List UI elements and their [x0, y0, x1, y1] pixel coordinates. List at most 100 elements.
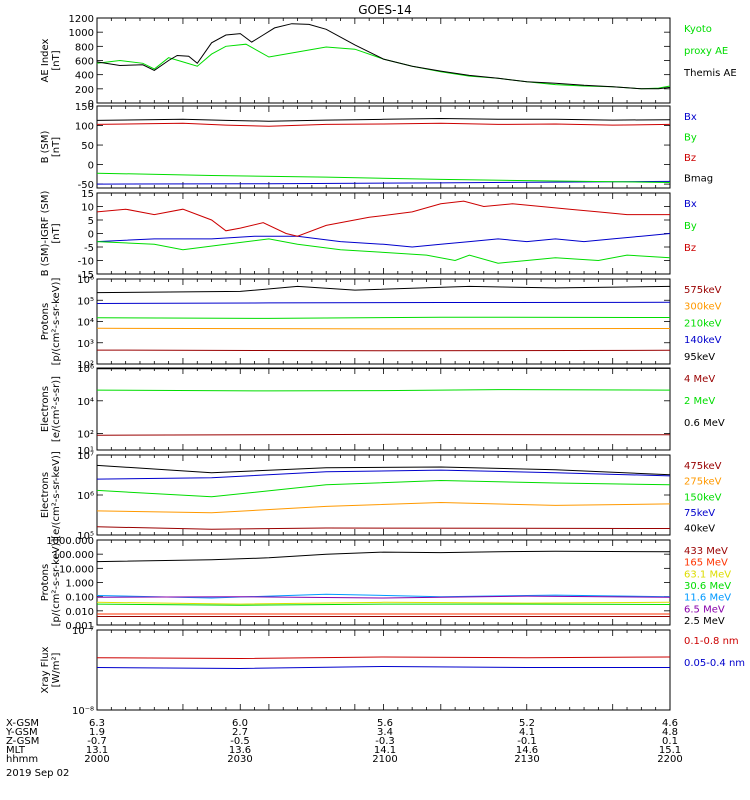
y-tick-label: 150: [75, 102, 94, 113]
legend-entry: Bz: [684, 153, 696, 164]
y-tick-label: 10²: [77, 430, 94, 441]
legend-entry: 475keV: [684, 461, 722, 472]
y-tick-label: 0: [88, 99, 94, 110]
legend: 575keV 300keV 210keV 140keV 95keV: [684, 285, 722, 363]
y-tick-label: 15: [81, 189, 94, 200]
legend-entry: 30.6 MeV: [684, 581, 731, 592]
legend-entry: Bmag: [684, 174, 713, 185]
series-line: [96, 238, 671, 264]
y-tick-label: 10⁵: [77, 531, 94, 542]
legend: 0.1-0.8 nm 0.05-0.4 nm: [684, 636, 745, 669]
legend-entry: 75keV: [684, 508, 715, 519]
y-axis-label: Xray Flux: [40, 646, 51, 693]
ephemeris-value: 4.6: [662, 718, 678, 729]
ephemeris-value: -0.3: [375, 736, 395, 747]
y-axis-label: [p/(cm²-s-sr-keV)]: [51, 278, 62, 366]
legend-entry: Bx: [684, 112, 697, 123]
series-line: [96, 603, 671, 606]
series-line: [96, 349, 671, 352]
legend-entry: By: [684, 221, 697, 232]
legend-entry: 150keV: [684, 492, 722, 503]
y-tick-label: -50: [78, 180, 94, 191]
panel-frame: [96, 17, 671, 104]
y-tick-label: -15: [78, 270, 94, 281]
ephemeris-value: 6.3: [89, 718, 105, 729]
ephemeris-label: X-GSM: [6, 718, 39, 729]
y-axis-label: Protons: [40, 564, 51, 601]
date-label: 2019 Sep 02: [6, 768, 69, 779]
panel-7: 0.001 0.010 0.100 1.000 10.000 100.000 1000.00…: [40, 536, 731, 632]
y-tick-label: 0.010: [65, 607, 94, 618]
y-tick-label: -5: [84, 243, 94, 254]
legend-entry: 2 MeV: [684, 396, 715, 407]
series-line: [96, 469, 671, 480]
ephemeris-value: -0.1: [517, 736, 537, 747]
ephemeris-value: 5.2: [519, 718, 535, 729]
y-tick-label: 10⁻⁷: [72, 626, 94, 637]
series-line: [96, 327, 671, 330]
y-axis-label: [e/(cm²-s-sr-keV)]: [51, 451, 62, 539]
plot-title: GOES-14: [358, 3, 412, 17]
ephemeris-value: 5.6: [377, 718, 393, 729]
legend-entry: 0.05-0.4 nm: [684, 658, 745, 669]
panel-8: 10⁻⁸ 10⁻⁷ Xray Flux [W/m²] 0.1-0.8 nm 0.05-0.…: [40, 626, 745, 717]
legend-entry: Bx: [684, 199, 697, 210]
y-tick-label: 1000.000: [46, 536, 94, 547]
y-axis-label: Protons: [40, 303, 51, 340]
series-line: [96, 433, 671, 436]
series-line: [96, 389, 671, 392]
ephemeris-label: MLT: [6, 745, 26, 756]
panel-6: 10⁵ 10⁶ 10⁷ Electrons [e/(cm²-s-sr-keV)] 475k…: [40, 451, 722, 542]
ephemeris-value: 14.6: [516, 745, 538, 756]
series-line: [96, 593, 671, 599]
y-tick-label: 50: [81, 141, 94, 152]
legend-entry: 11.6 MeV: [684, 593, 731, 604]
series-line: [96, 526, 671, 530]
legend: 4 MeV 2 MeV 0.6 MeV: [684, 374, 725, 429]
series-line: [96, 117, 671, 122]
y-tick-label: 10¹: [77, 446, 94, 457]
y-axis-label: B (SM)-IGRF (SM): [40, 191, 51, 277]
legend-entry: 575keV: [684, 285, 722, 296]
panel-1: 0 200 400 600 800 1000 1200 AE Index [nT] Kyoto pr…: [40, 14, 737, 110]
ephemeris-value: 2100: [372, 754, 397, 765]
ephemeris-value: 2000: [84, 754, 109, 765]
series-line: [96, 23, 671, 90]
ephemeris-value: 2200: [657, 754, 682, 765]
ephemeris-value: 2.7: [232, 727, 248, 738]
y-axis-label: [nT]: [51, 137, 62, 157]
ephemeris-value: 13.1: [86, 745, 108, 756]
ephemeris-value: 2130: [514, 754, 539, 765]
legend-entry: 140keV: [684, 335, 722, 346]
y-tick-label: 10.000: [59, 564, 94, 575]
y-tick-label: 100.000: [53, 550, 94, 561]
ephemeris-value: 0.1: [662, 736, 678, 747]
legend-entry: 0.1-0.8 nm: [684, 636, 739, 647]
series-line: [96, 172, 671, 183]
legend-entry: 40keV: [684, 524, 715, 535]
legend-entry: 4 MeV: [684, 374, 715, 385]
y-tick-label: 10⁵: [77, 296, 94, 307]
panel-frame: [96, 105, 671, 189]
panel-frame: [96, 629, 671, 711]
series-line: [96, 656, 671, 660]
panel-5: 10¹ 10² 10⁴ 10⁶ Electrons [e/(cm²-s-sr)] 4 MeV…: [40, 364, 725, 457]
legend-entry: 433 MeV: [684, 546, 728, 557]
legend-entry: 0.6 MeV: [684, 418, 725, 429]
panel-frame: [96, 367, 671, 451]
panel-frame: [96, 192, 671, 275]
ephemeris-label: Y-GSM: [5, 727, 38, 738]
y-axis-label: Electrons: [40, 386, 51, 432]
y-tick-label: 600: [75, 57, 94, 68]
y-tick-label: 10⁶: [77, 491, 94, 502]
y-axis-label: AE Index: [40, 38, 51, 82]
legend-entry: 165 MeV: [684, 558, 728, 569]
series-line: [96, 479, 671, 498]
ephemeris-value: 4.1: [519, 727, 535, 738]
series-line: [96, 601, 671, 605]
y-tick-label: 5: [88, 216, 94, 227]
y-axis-label: [nT]: [51, 223, 62, 243]
y-tick-label: 10⁴: [77, 397, 94, 408]
